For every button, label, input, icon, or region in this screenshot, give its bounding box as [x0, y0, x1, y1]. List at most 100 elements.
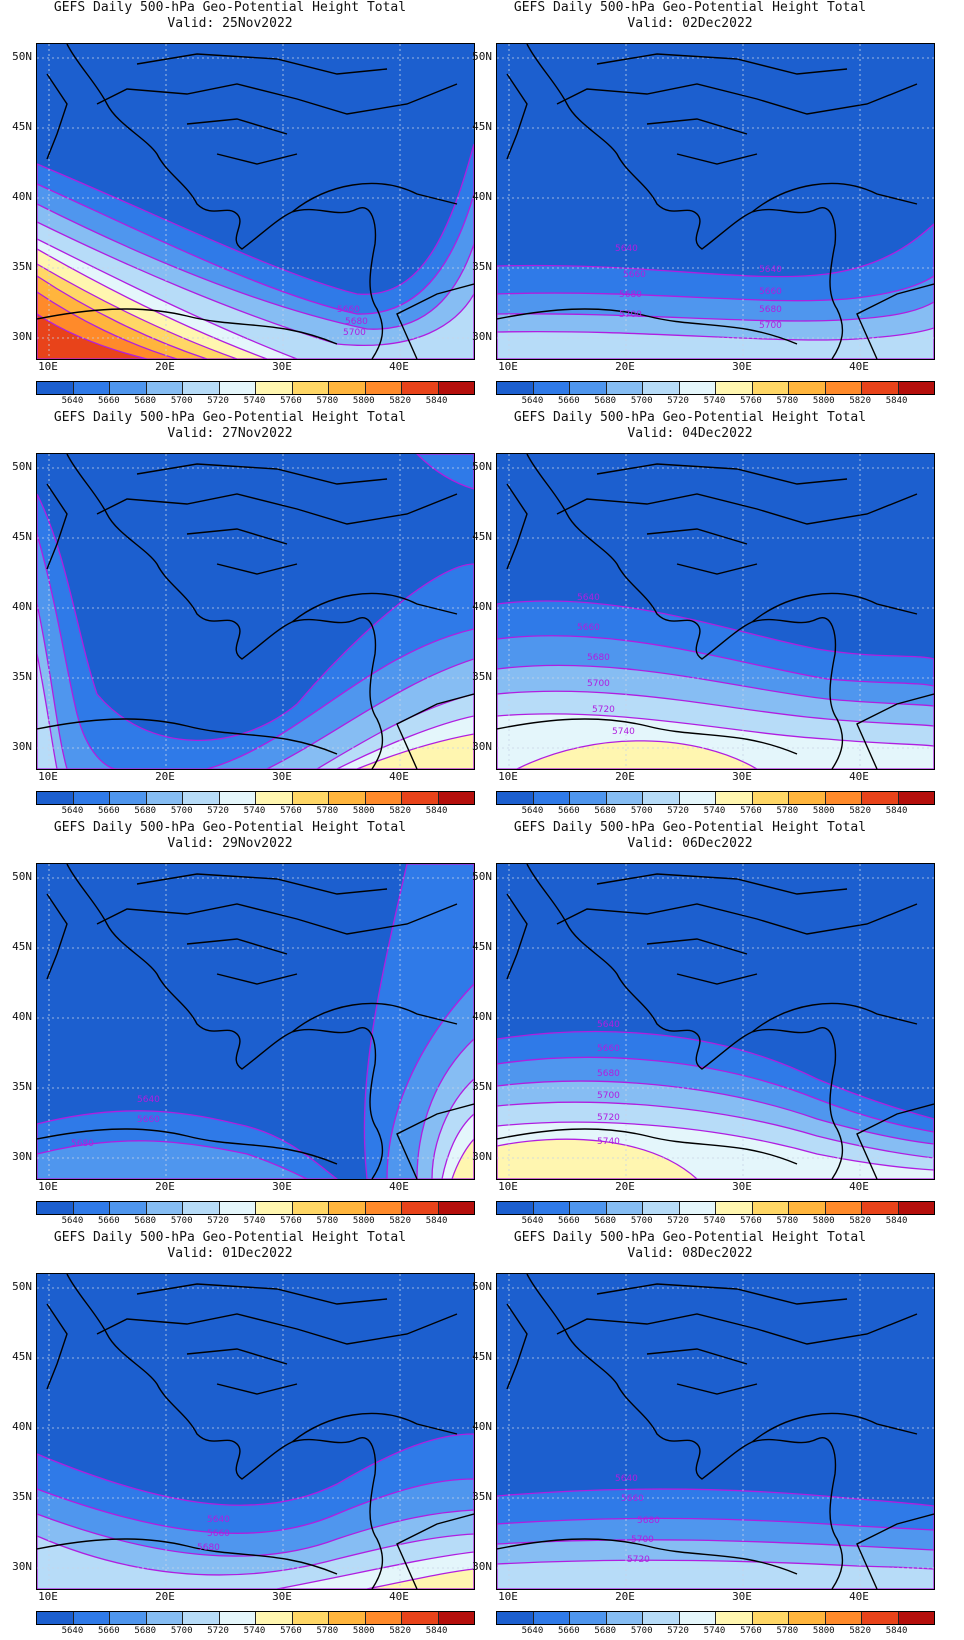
colorbar-label: 5640: [61, 396, 84, 406]
colorbar-label: 5700: [170, 1626, 193, 1636]
colorbar-swatch: [256, 792, 293, 804]
colorbar-label: 5780: [316, 1216, 339, 1226]
colorbar-swatch: [37, 792, 74, 804]
latitude-label: 40N: [472, 1010, 492, 1023]
longitude-label: 20E: [155, 1590, 175, 1603]
colorbar-swatch: [365, 382, 402, 394]
colorbar-label: 5660: [97, 1216, 120, 1226]
contour-label: 5680: [197, 1543, 220, 1553]
latitude-label: 40N: [472, 1420, 492, 1433]
longitude-label: 40E: [849, 770, 869, 783]
colorbar-swatch: [825, 1612, 862, 1624]
latitude-label: 30N: [12, 1150, 32, 1163]
latitude-label: 50N: [12, 460, 32, 473]
height-band: [497, 327, 934, 359]
colorbar-label: 5740: [703, 1626, 726, 1636]
contour-map-svg: 5640 5660 5680 5700 5720: [497, 1274, 934, 1589]
colorbar-swatch: [438, 792, 474, 804]
colorbar-label: 5680: [134, 806, 157, 816]
contour-label: 5640: [759, 265, 782, 275]
colorbar-label: 5780: [316, 396, 339, 406]
colorbar-label: 5720: [667, 806, 689, 816]
colorbar-swatch: [752, 382, 789, 394]
colorbar: [496, 791, 935, 805]
colorbar-swatch: [183, 382, 220, 394]
colorbar-label: 5820: [849, 806, 871, 816]
latitude-label: 35N: [12, 670, 32, 683]
colorbar-label: 5660: [557, 1626, 580, 1636]
longitude-label: 10E: [498, 1590, 518, 1603]
colorbar-swatch: [146, 1202, 183, 1214]
colorbar-swatch: [497, 1612, 534, 1624]
colorbar-swatch: [110, 1202, 147, 1214]
colorbar-swatch: [898, 1202, 934, 1214]
colorbar-label: 5780: [776, 396, 799, 406]
colorbar-swatch: [110, 1612, 147, 1624]
colorbar-label: 5740: [243, 806, 266, 816]
panel-valid-date: Valid: 01Dec2022: [167, 1246, 293, 1261]
colorbar-swatch: [752, 1612, 789, 1624]
longitude-label: 20E: [155, 1180, 175, 1193]
colorbar-swatch: [497, 1202, 534, 1214]
contour-map-svg: 5640 5660 5680: [37, 1274, 474, 1589]
colorbar-swatch: [533, 382, 570, 394]
colorbar-swatch: [329, 792, 366, 804]
colorbar-label: 5800: [812, 806, 835, 816]
latitude-label: 45N: [12, 1350, 32, 1363]
colorbar-label: 5680: [134, 396, 157, 406]
colorbar-swatch: [292, 1202, 329, 1214]
coastline-borders: [497, 44, 934, 359]
colorbar-label: 5680: [594, 1216, 617, 1226]
colorbar-label: 5700: [630, 1626, 653, 1636]
colorbar-label: 5780: [776, 1626, 799, 1636]
colorbar-swatch: [643, 1202, 680, 1214]
colorbar-label: 5840: [885, 1216, 908, 1226]
colorbar-swatch: [825, 382, 862, 394]
colorbar-swatch: [643, 1612, 680, 1624]
colorbar-swatch: [219, 1612, 256, 1624]
longitude-label: 40E: [389, 360, 409, 373]
colorbar-swatch: [329, 382, 366, 394]
panel-valid-date: Valid: 25Nov2022: [167, 16, 293, 31]
colorbar-label: 5720: [667, 1626, 689, 1636]
longitude-label: 10E: [498, 770, 518, 783]
colorbar-label: 5840: [885, 396, 908, 406]
latitude-label: 30N: [472, 1150, 492, 1163]
colorbar: [36, 381, 475, 395]
contour-label: 5700: [759, 321, 782, 331]
latitude-label: 40N: [12, 1420, 32, 1433]
contour-label: 5660: [137, 1115, 160, 1125]
contour-label: 5640: [597, 1020, 620, 1030]
colorbar-swatch: [789, 382, 826, 394]
colorbar-label: 5840: [885, 806, 908, 816]
contour-label: 5640: [615, 1474, 638, 1484]
contour-label: 5680: [619, 290, 642, 300]
colorbar-swatch: [533, 792, 570, 804]
height-band: [366, 1568, 474, 1589]
colorbar-swatch: [37, 1612, 74, 1624]
colorbar: [36, 791, 475, 805]
colorbar-swatch: [292, 1612, 329, 1624]
colorbar-swatch: [146, 382, 183, 394]
colorbar-label: 5760: [740, 1626, 762, 1636]
latitude-label: 35N: [472, 260, 492, 273]
contour-label: 5700: [587, 679, 610, 689]
colorbar-swatch: [789, 1612, 826, 1624]
latitude-label: 40N: [12, 190, 32, 203]
contour-label: 5700: [631, 1535, 654, 1545]
height-band: [451, 1138, 474, 1179]
colorbar-swatch: [497, 792, 534, 804]
colorbar-swatch: [898, 1612, 934, 1624]
panel-valid-date: Valid: 02Dec2022: [627, 16, 753, 31]
contour-map-svg: 5640 5660 5680: [37, 864, 474, 1179]
colorbar-label: 5760: [280, 806, 302, 816]
longitude-label: 10E: [38, 1590, 58, 1603]
panel-valid-date: Valid: 08Dec2022: [627, 1246, 753, 1261]
colorbar-swatch: [716, 1202, 753, 1214]
panel-valid-date: Valid: 04Dec2022: [627, 426, 753, 441]
latitude-label: 40N: [472, 600, 492, 613]
height-band: [37, 313, 148, 359]
longitude-label: 20E: [155, 770, 175, 783]
longitude-label: 10E: [498, 360, 518, 373]
